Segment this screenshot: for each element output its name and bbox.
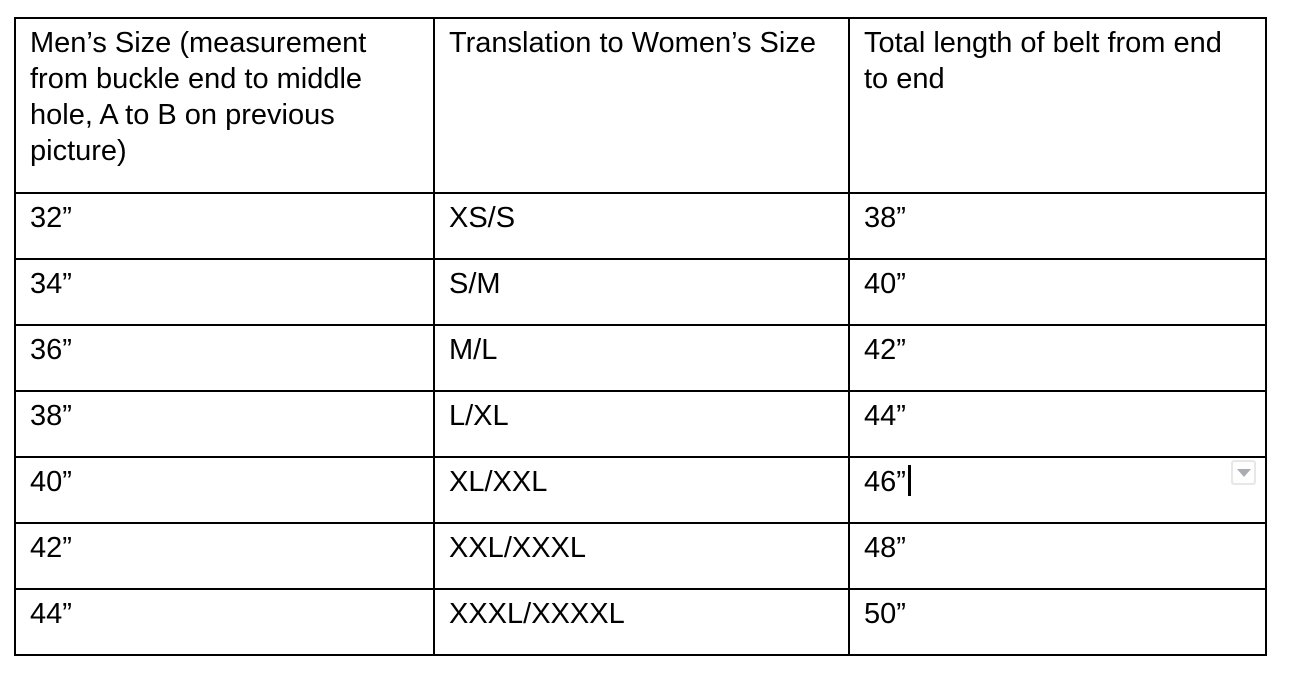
table-row: 44” XXXL/XXXXL 50” [14, 588, 1267, 656]
cell-total-length[interactable]: 44” [848, 390, 1267, 458]
cell-mens-size[interactable]: 44” [14, 588, 435, 656]
cell-womens-size[interactable]: L/XL [433, 390, 850, 458]
cell-womens-size[interactable]: S/M [433, 258, 850, 326]
cell-total-length[interactable]: 38” [848, 192, 1267, 260]
cell-womens-size[interactable]: M/L [433, 324, 850, 392]
cell-womens-size[interactable]: XL/XXL [433, 456, 850, 524]
cell-womens-size[interactable]: XS/S [433, 192, 850, 260]
cell-total-length-active[interactable]: 46” [848, 456, 1267, 524]
belt-size-table: Men’s Size (measurement from buckle end … [14, 17, 1267, 656]
cell-womens-size[interactable]: XXXL/XXXXL [433, 588, 850, 656]
table-row: 36” M/L 42” [14, 324, 1267, 392]
table-row: 40” XL/XXL 46” [14, 456, 1267, 524]
cell-mens-size[interactable]: 36” [14, 324, 435, 392]
cell-mens-size[interactable]: 42” [14, 522, 435, 590]
cell-total-length[interactable]: 40” [848, 258, 1267, 326]
cell-total-length[interactable]: 42” [848, 324, 1267, 392]
table-row: 42” XXL/XXXL 48” [14, 522, 1267, 590]
table-row: 38” L/XL 44” [14, 390, 1267, 458]
cell-mens-size[interactable]: 34” [14, 258, 435, 326]
table-row: 32” XS/S 38” [14, 192, 1267, 260]
header-womens-size[interactable]: Translation to Women’s Size [433, 17, 850, 194]
cell-total-length[interactable]: 48” [848, 522, 1267, 590]
cell-total-length[interactable]: 50” [848, 588, 1267, 656]
cell-mens-size[interactable]: 32” [14, 192, 435, 260]
header-total-length[interactable]: Total length of belt from end to end [848, 17, 1267, 194]
table-header-row: Men’s Size (measurement from buckle end … [14, 17, 1267, 194]
cell-mens-size[interactable]: 40” [14, 456, 435, 524]
cell-text: 46” [864, 466, 906, 498]
cell-mens-size[interactable]: 38” [14, 390, 435, 458]
cell-womens-size[interactable]: XXL/XXXL [433, 522, 850, 590]
table-row: 34” S/M 40” [14, 258, 1267, 326]
dropdown-button[interactable] [1231, 460, 1256, 485]
text-cursor [907, 465, 911, 496]
header-mens-size[interactable]: Men’s Size (measurement from buckle end … [14, 17, 435, 194]
chevron-down-icon [1236, 469, 1251, 477]
